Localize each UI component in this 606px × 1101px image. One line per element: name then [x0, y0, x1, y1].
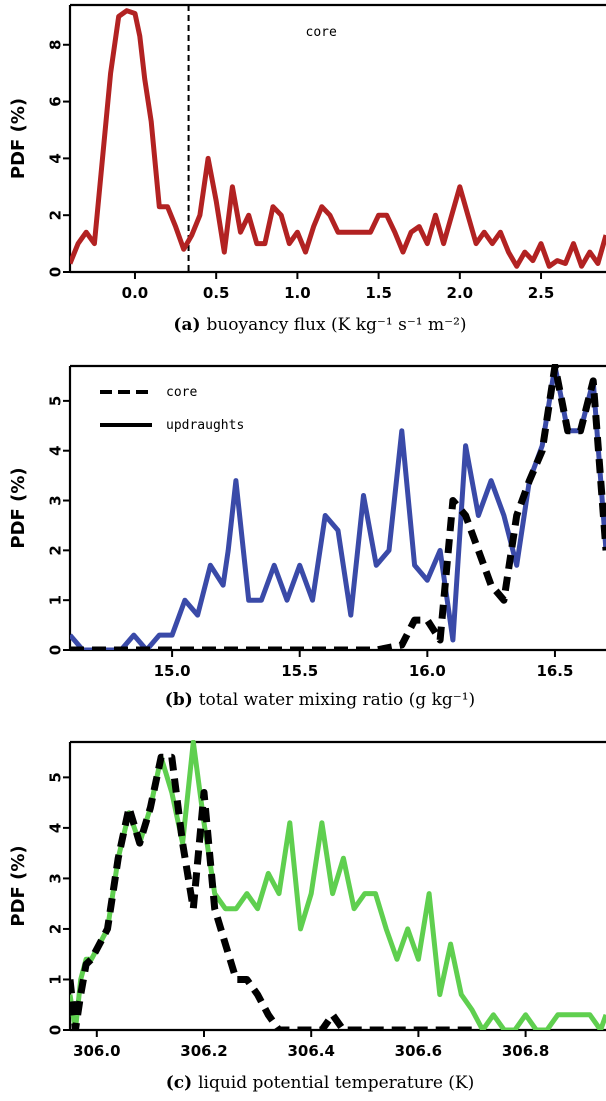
y-tick-label: 0 — [47, 1025, 65, 1035]
chart-panel-c: 0 1 2 3 4 5 306.0 306.2 306.4 306.6 306.8 PDF (%) (c… — [8, 740, 606, 1093]
y-tick-label: 8 — [47, 40, 65, 50]
y-tick-label: 4 — [47, 823, 65, 833]
panel-caption-text: total water mixing ratio (g kg⁻¹) — [199, 690, 476, 710]
panel-caption-tag: (b) — [165, 690, 199, 710]
x-tick-label: 1.0 — [284, 284, 311, 302]
series-line-updraughts — [70, 740, 606, 1030]
x-tick-label: 306.6 — [395, 1042, 442, 1060]
panel-caption-text: liquid potential temperature (K) — [198, 1073, 474, 1093]
panel-caption: (c) liquid potential temperature (K) — [166, 1073, 475, 1093]
x-tick-label: 16.0 — [409, 662, 446, 680]
panel-caption: (b) total water mixing ratio (g kg⁻¹) — [165, 690, 475, 710]
x-tick-label: 2.5 — [528, 284, 555, 302]
x-tick-label: 306.4 — [287, 1042, 334, 1060]
x-tick-label: 1.5 — [365, 284, 392, 302]
y-axis-label: PDF (%) — [8, 845, 29, 926]
y-tick-label: 6 — [47, 96, 65, 106]
y-tick-label: 5 — [47, 772, 65, 782]
series-line-core — [70, 364, 606, 650]
x-tick-label: 15.0 — [154, 662, 191, 680]
x-tick-label: 306.2 — [180, 1042, 227, 1060]
y-tick-label: 3 — [47, 495, 65, 505]
y-tick-label: 0 — [47, 645, 65, 655]
panel-caption-tag: (a) — [173, 315, 206, 335]
panel-caption-tag: (c) — [166, 1073, 198, 1093]
y-tick-label: 1 — [47, 595, 65, 605]
chart-annotation: core — [306, 25, 337, 40]
y-tick-label: 4 — [47, 445, 65, 455]
x-tick-label: 306.8 — [502, 1042, 549, 1060]
panel-caption-text: buoyancy flux (K kg⁻¹ s⁻¹ m⁻²) — [206, 315, 466, 335]
series-line-core — [70, 753, 472, 1030]
chart-panel-b: 0 1 2 3 4 5 15.0 15.5 16.0 16.5 PDF (%) core updraug… — [8, 364, 606, 710]
y-axis-label: PDF (%) — [8, 98, 29, 179]
y-axis-label: PDF (%) — [8, 467, 29, 548]
y-tick-label: 1 — [47, 974, 65, 984]
chart-panel-a: 0 2 4 6 8 0.0 0.5 1.0 1.5 2.0 2.5 PDF (%) core (a) bu… — [8, 3, 606, 335]
y-tick-label: 4 — [47, 153, 65, 163]
legend-label: updraughts — [166, 418, 244, 433]
legend-label: core — [166, 385, 197, 400]
x-tick-label: 0.5 — [203, 284, 230, 302]
series-line-updraughts — [70, 364, 606, 650]
y-tick-label: 2 — [47, 210, 65, 220]
y-tick-label: 2 — [47, 545, 65, 555]
y-tick-label: 5 — [47, 396, 65, 406]
x-tick-label: 306.0 — [73, 1042, 120, 1060]
x-tick-label: 15.5 — [281, 662, 318, 680]
panel-caption: (a) buoyancy flux (K kg⁻¹ s⁻¹ m⁻²) — [173, 315, 466, 335]
x-tick-label: 0.0 — [122, 284, 149, 302]
series-line-solid — [70, 8, 606, 269]
y-tick-label: 2 — [47, 924, 65, 934]
x-tick-label: 2.0 — [447, 284, 474, 302]
y-tick-label: 0 — [47, 267, 65, 277]
y-tick-label: 3 — [47, 873, 65, 883]
x-tick-label: 16.5 — [536, 662, 573, 680]
